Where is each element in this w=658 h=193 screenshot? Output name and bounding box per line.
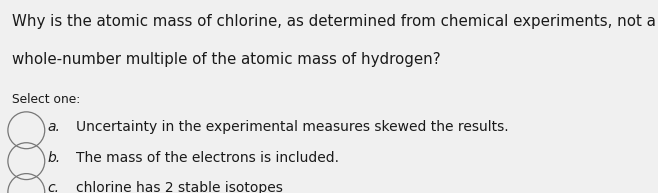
- Text: chlorine has 2 stable isotopes: chlorine has 2 stable isotopes: [76, 181, 282, 193]
- Text: whole-number multiple of the atomic mass of hydrogen?: whole-number multiple of the atomic mass…: [12, 52, 440, 67]
- Text: Why is the atomic mass of chlorine, as determined from chemical experiments, not: Why is the atomic mass of chlorine, as d…: [12, 14, 656, 29]
- Text: a.: a.: [47, 120, 61, 134]
- Text: b.: b.: [47, 151, 61, 165]
- Text: Uncertainty in the experimental measures skewed the results.: Uncertainty in the experimental measures…: [76, 120, 508, 134]
- Text: The mass of the electrons is included.: The mass of the electrons is included.: [76, 151, 339, 165]
- Text: Select one:: Select one:: [12, 93, 80, 106]
- Text: c.: c.: [47, 181, 59, 193]
